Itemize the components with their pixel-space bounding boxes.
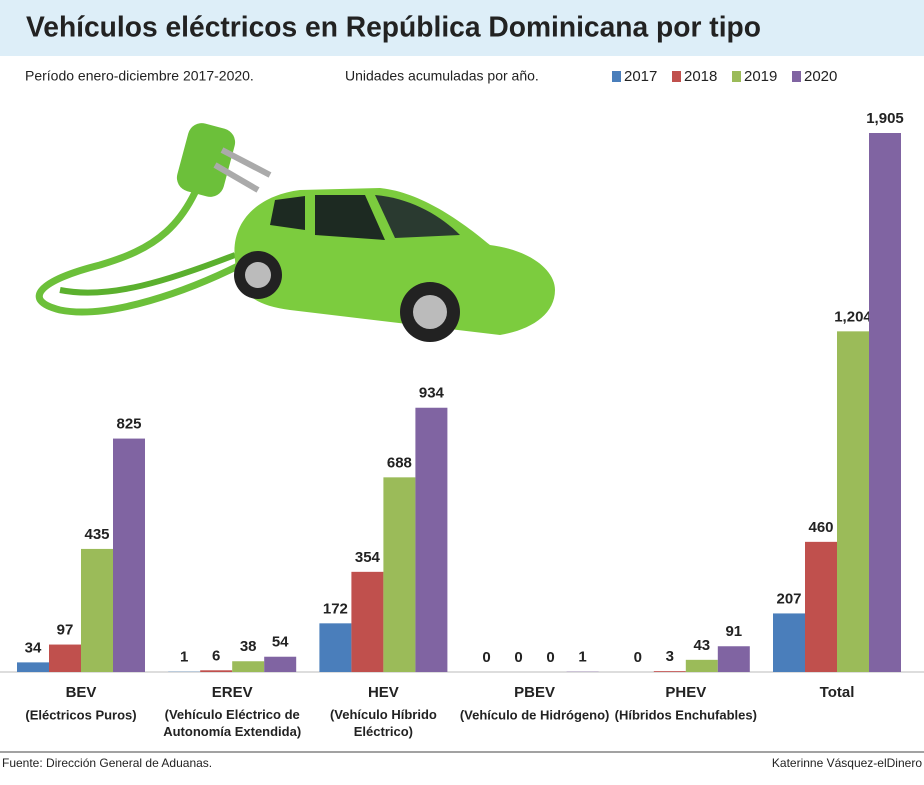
bar: [415, 407, 448, 672]
data-label: 6: [212, 647, 220, 664]
bar: [17, 662, 49, 672]
bar: [805, 541, 837, 672]
data-label: 0: [546, 649, 554, 666]
legend-label: 2018: [684, 68, 717, 85]
car-illustration: [35, 123, 555, 342]
x-tick-label: EREV: [212, 684, 253, 701]
bar: [200, 670, 233, 672]
data-label: 91: [725, 623, 742, 640]
note: Unidades acumuladas por año.: [345, 68, 539, 84]
data-label: 1,204: [834, 308, 872, 325]
bar: [773, 613, 805, 672]
bar: [869, 133, 901, 672]
legend-swatch: [732, 71, 741, 82]
legend-label: 2017: [624, 68, 657, 85]
category-description: (Eléctricos Puros): [25, 707, 136, 722]
legend-label: 2020: [804, 68, 837, 85]
legend-label: 2019: [744, 68, 777, 85]
data-label: 1: [578, 649, 586, 666]
bar: [351, 571, 384, 672]
category-description: (Vehículo Eléctrico de Autonomía Extendid…: [163, 707, 301, 739]
category-description-line: Autonomía Extendida): [163, 724, 301, 739]
credit: Katerinne Vásquez-elDinero: [772, 756, 922, 770]
legend-swatch: [612, 71, 621, 82]
data-label: 1,905: [866, 110, 904, 127]
bar: [837, 331, 869, 672]
x-tick-label: Total: [820, 684, 855, 701]
data-label: 688: [387, 454, 412, 471]
source: Fuente: Dirección General de Aduanas.: [2, 756, 212, 770]
bar: [653, 671, 686, 672]
data-label: 3: [666, 648, 674, 665]
data-label: 1: [180, 649, 188, 666]
data-label: 0: [514, 649, 522, 666]
bar: [685, 659, 718, 672]
data-label: 0: [482, 649, 490, 666]
bar: [113, 438, 145, 672]
data-label: 38: [240, 638, 257, 655]
subtitle: Período enero-diciembre 2017-2020.: [25, 68, 254, 84]
data-label: 934: [419, 385, 445, 402]
data-label: 354: [355, 549, 381, 566]
bar: [383, 477, 416, 672]
category-description: (Vehículo Híbrido Eléctrico): [330, 707, 437, 739]
category-description-line: Eléctrico): [354, 724, 413, 739]
legend-swatch: [792, 71, 801, 82]
category-description: (Híbridos Enchufables): [615, 707, 757, 722]
data-label: 460: [808, 519, 833, 536]
x-tick-label: BEV: [66, 684, 97, 701]
category-description-line: (Vehículo Eléctrico de: [165, 707, 300, 722]
bar: [264, 656, 297, 672]
chart-title: Vehículos eléctricos en República Domini…: [26, 12, 761, 44]
bar: [81, 548, 113, 672]
x-tick-label: HEV: [368, 684, 399, 701]
x-tick-label: PHEV: [665, 684, 706, 701]
data-label: 0: [634, 649, 642, 666]
data-label: 172: [323, 600, 348, 617]
bar: [232, 661, 265, 672]
data-label: 207: [776, 590, 801, 607]
data-label: 435: [84, 526, 109, 543]
data-label: 43: [693, 637, 710, 654]
bar: [319, 623, 352, 672]
bar: [49, 644, 81, 672]
data-label: 825: [116, 416, 141, 433]
category-description: (Vehículo de Hidrógeno): [460, 707, 610, 722]
x-tick-label: PBEV: [514, 684, 555, 701]
data-label: 34: [25, 639, 42, 656]
data-label: 54: [272, 634, 289, 651]
legend-swatch: [672, 71, 681, 82]
data-label: 97: [57, 622, 74, 639]
title-band: [0, 0, 924, 56]
category-description-line: (Vehículo Híbrido: [330, 707, 437, 722]
bar: [717, 646, 750, 672]
